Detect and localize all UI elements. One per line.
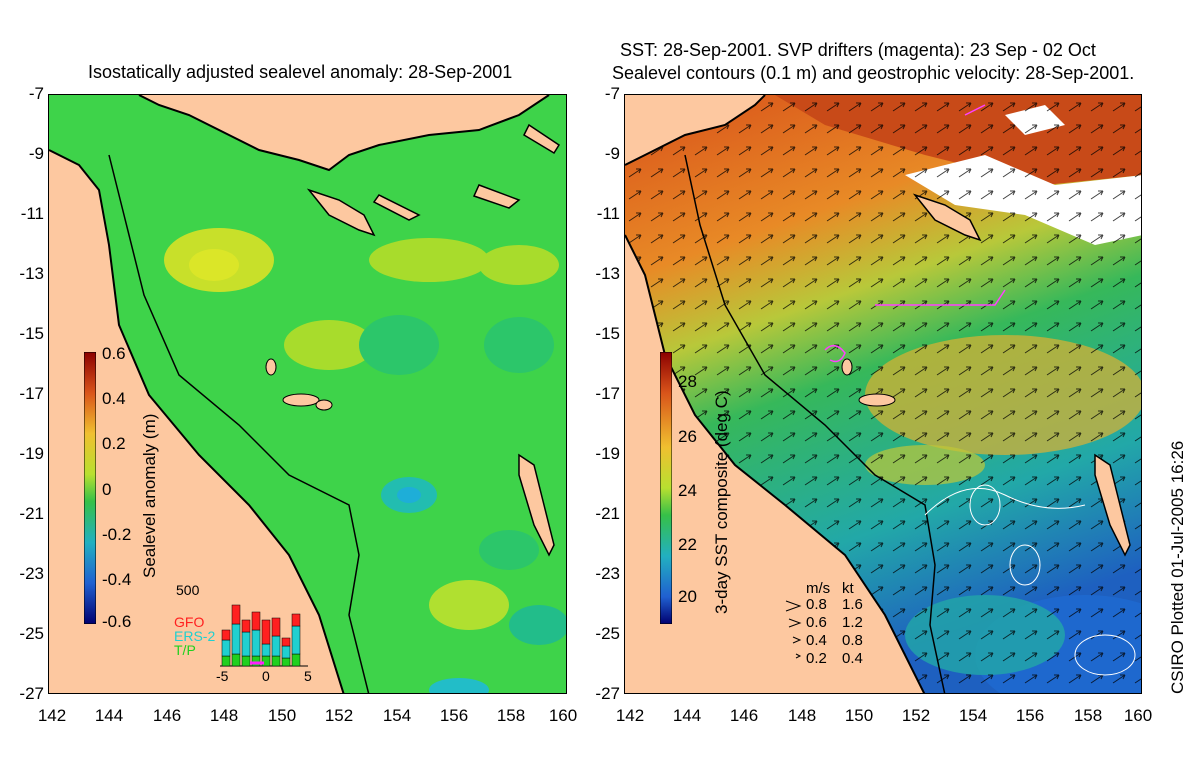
sst-map [624, 94, 1142, 694]
inset-xtick: 0 [262, 668, 270, 684]
lon-label: 156 [1015, 706, 1045, 725]
colorbar-tick: 0.6 [102, 344, 126, 363]
lat-label: -21 [595, 504, 620, 523]
velocity-legend-kt: 0.8 [842, 632, 863, 649]
velocity-legend-arrows [785, 600, 802, 659]
lon-label: 156 [439, 706, 469, 725]
sst-colorbar [660, 352, 672, 624]
inset-histogram [220, 604, 308, 667]
velocity-legend-kt: 1.2 [842, 614, 863, 631]
inset-xtick: 5 [304, 668, 312, 684]
sealevel-colorbar [84, 352, 96, 624]
colorbar-tick: 0.2 [102, 434, 126, 453]
lat-label: -27 [595, 684, 620, 703]
velocity-legend-ms: 0.4 [806, 632, 827, 649]
lat-label: -7 [28, 84, 44, 103]
inset-xtick: -5 [216, 668, 229, 684]
lat-label: -13 [19, 264, 44, 283]
right-map-title-line1: SST: 28-Sep-2001. SVP drifters (magenta)… [620, 40, 1096, 60]
lon-label: 160 [1123, 706, 1153, 725]
inset-legend-gfo: GFO [174, 614, 205, 630]
lon-label: 160 [548, 706, 578, 725]
lat-label: -19 [595, 444, 620, 463]
lat-label: -15 [19, 324, 44, 343]
lat-label: -23 [19, 564, 44, 583]
lon-label: 154 [382, 706, 412, 725]
inset-legend-ers2: ERS-2 [174, 628, 216, 644]
velocity-legend-ms: 0.2 [806, 650, 827, 667]
lat-label: -19 [19, 444, 44, 463]
new-guinea-coast [138, 95, 550, 172]
lon-label: 146 [152, 706, 182, 725]
lon-label: 158 [1073, 706, 1103, 725]
velocity-legend-header-kt: kt [842, 580, 854, 597]
lat-label: -21 [19, 504, 44, 523]
lat-label: -11 [20, 204, 44, 223]
lat-label: -9 [28, 144, 44, 163]
inset-legend-tp: T/P [174, 642, 196, 658]
right-map-title-line2: Sealevel contours (0.1 m) and geostrophi… [612, 63, 1135, 83]
colorbar-tick: -0.4 [102, 570, 132, 589]
lon-label: 150 [844, 706, 874, 725]
lon-label: 152 [324, 706, 354, 725]
lon-label: 152 [901, 706, 931, 725]
lat-label: -9 [604, 144, 620, 163]
lon-label: 148 [787, 706, 817, 725]
lon-label: 146 [729, 706, 759, 725]
left-map-title: Isostatically adjusted sealevel anomaly:… [88, 62, 513, 82]
plot-credit: CSIRO Plotted 01-Jul-2005 16:26 [1168, 440, 1187, 694]
lat-label: -25 [19, 624, 44, 643]
lat-label: -23 [595, 564, 620, 583]
lon-label: 148 [209, 706, 239, 725]
lon-label: 158 [496, 706, 526, 725]
sst-colorbar-tick: 24 [678, 481, 697, 500]
lon-label: 154 [958, 706, 988, 725]
lat-label: -7 [604, 84, 620, 103]
lat-label: -17 [19, 384, 44, 403]
velocity-legend-kt: 0.4 [842, 650, 863, 667]
velocity-legend-ms: 0.6 [806, 614, 827, 631]
lat-label: -15 [595, 324, 620, 343]
inset-ymax-label: 500 [176, 582, 200, 598]
sealevel-colorbar-label: Sealevel anomaly (m) [140, 413, 159, 578]
colorbar-tick: -0.6 [102, 612, 132, 631]
colorbar-tick: 0 [102, 480, 112, 499]
lon-label: 142 [615, 706, 645, 725]
sst-colorbar-label: 3-day SST composite (deg C) [712, 390, 731, 614]
sealevel-anomaly-map [48, 94, 567, 694]
sst-colorbar-tick: 22 [678, 535, 697, 554]
colorbar-tick: -0.2 [102, 525, 132, 544]
velocity-legend-header-ms: m/s [806, 580, 831, 597]
lon-label: 142 [37, 706, 67, 725]
lat-label: -27 [19, 684, 44, 703]
lon-label: 150 [267, 706, 297, 725]
sst-map-canvas [625, 95, 1141, 693]
sst-colorbar-tick: 26 [678, 427, 697, 446]
velocity-legend-kt: 1.6 [842, 596, 863, 613]
sst-colorbar-tick: 20 [678, 587, 697, 606]
lon-label: 144 [94, 706, 124, 725]
lat-label: -17 [595, 384, 620, 403]
sealevel-anomaly-map-canvas [49, 95, 566, 693]
lat-label: -25 [595, 624, 620, 643]
histogram-bars [221, 604, 301, 667]
velocity-legend-ms: 0.8 [806, 596, 827, 613]
colorbar-tick: 0.4 [102, 389, 126, 408]
lon-label: 144 [672, 706, 702, 725]
lat-label: -13 [595, 264, 620, 283]
sst-colorbar-tick: 28 [678, 372, 697, 391]
lat-label: -11 [596, 204, 620, 223]
